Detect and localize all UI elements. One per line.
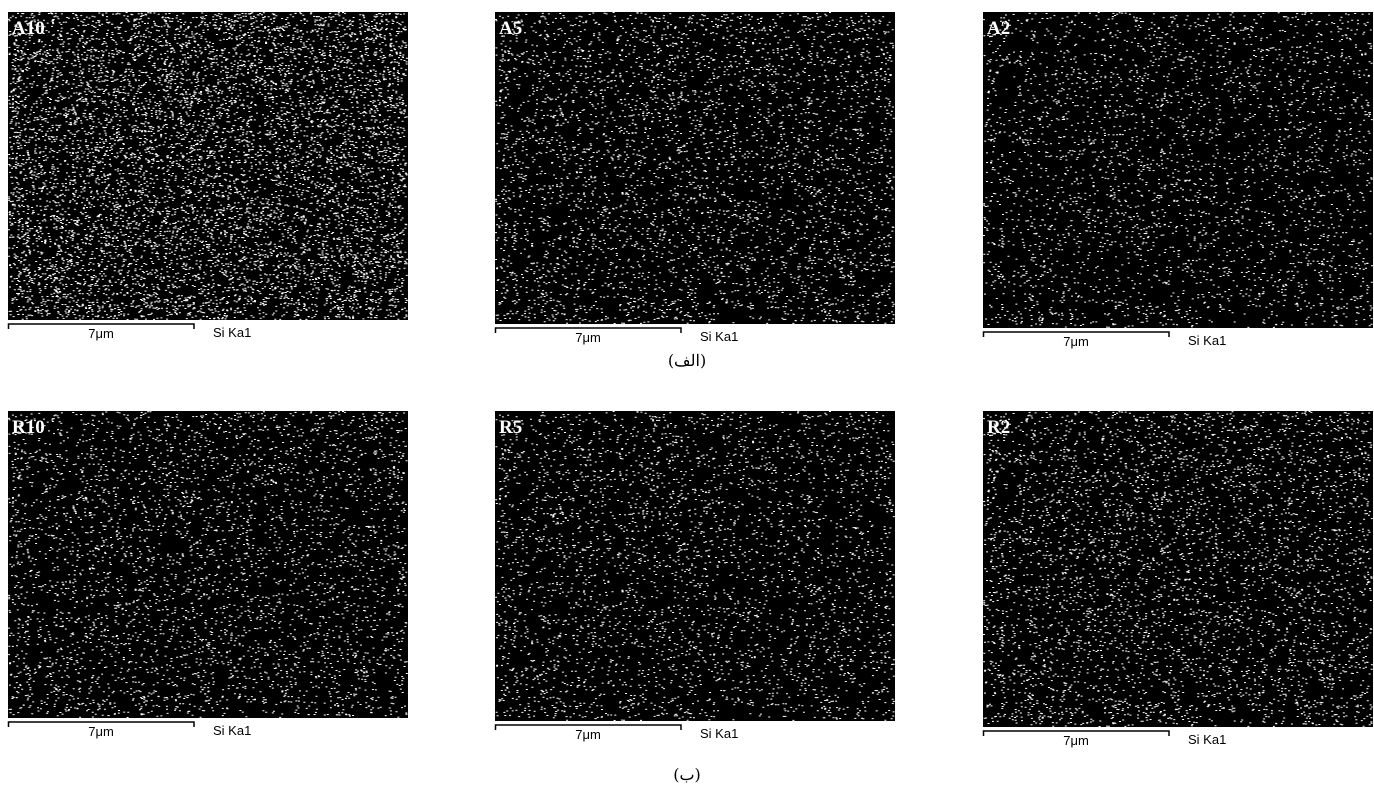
figure: A10 7μm Si Ka1 A5 7μm Si Ka1 A2 7μm Si Ka1 (الف) R… bbox=[0, 0, 1374, 793]
row-caption: (ب) bbox=[673, 765, 701, 784]
signal-label: Si Ka1 bbox=[1188, 732, 1226, 747]
row-caption: (الف) bbox=[668, 351, 706, 370]
scale-label: 7μm bbox=[575, 727, 601, 742]
scale-label: 7μm bbox=[88, 326, 114, 341]
scale-label: 7μm bbox=[88, 724, 114, 739]
panel-label: A2 bbox=[987, 18, 1010, 39]
signal-label: Si Ka1 bbox=[1188, 333, 1226, 348]
signal-label: Si Ka1 bbox=[213, 325, 251, 340]
panel-label: R10 bbox=[12, 417, 45, 438]
panel-label: A5 bbox=[499, 18, 522, 39]
panel-label: R2 bbox=[987, 417, 1010, 438]
map-image bbox=[495, 12, 895, 324]
panel-label: R5 bbox=[499, 417, 522, 438]
scale-label: 7μm bbox=[575, 330, 601, 345]
map-image bbox=[495, 411, 895, 721]
signal-label: Si Ka1 bbox=[213, 723, 251, 738]
scale-label: 7μm bbox=[1063, 334, 1089, 349]
scale-label: 7μm bbox=[1063, 733, 1089, 748]
signal-label: Si Ka1 bbox=[700, 329, 738, 344]
panel-label: A10 bbox=[12, 18, 45, 39]
signal-label: Si Ka1 bbox=[700, 726, 738, 741]
